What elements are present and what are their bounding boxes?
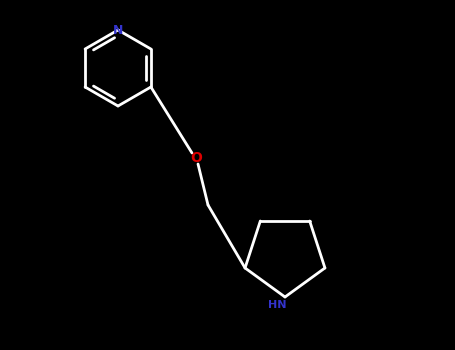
- Text: N: N: [113, 23, 123, 36]
- Text: O: O: [190, 151, 202, 165]
- Text: HN: HN: [268, 300, 286, 310]
